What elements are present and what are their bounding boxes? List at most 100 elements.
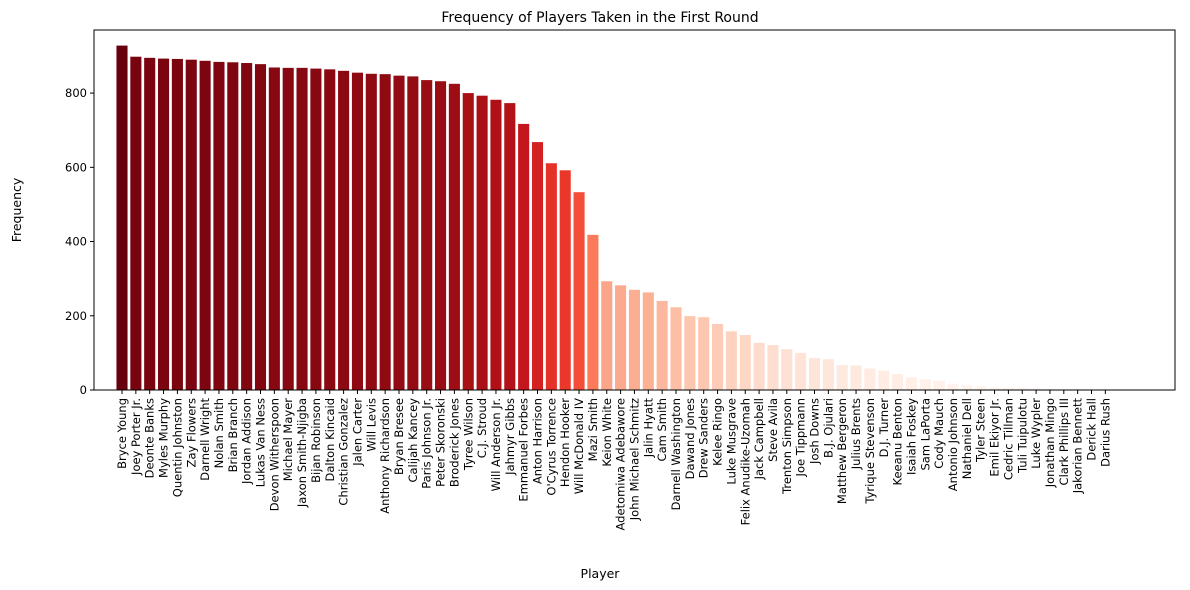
y-tick-label: 200: [65, 309, 87, 323]
bar: [421, 80, 433, 390]
bar: [213, 61, 225, 391]
plot-frame: [93, 29, 1176, 391]
bar: [587, 234, 599, 390]
x-tick-label: Jordan Addison: [240, 398, 254, 485]
y-tick-label: 600: [65, 160, 87, 174]
x-axis: Bryce Young Joey Porter Jr. Deonte Banks My…: [115, 390, 1112, 530]
x-tick-label: Hendon Hooker: [558, 398, 572, 487]
x-tick-label: Bijan Robinson: [309, 398, 323, 483]
bar: [1030, 388, 1042, 390]
x-tick-label: Zay Flowers: [184, 398, 198, 467]
x-tick-label: Julius Brents: [849, 398, 863, 470]
x-tick-label: Will McDonald IV: [572, 398, 586, 494]
bar: [171, 58, 183, 390]
bars-group: [116, 45, 1111, 391]
bar: [504, 103, 516, 391]
x-tick-label: Anton Harrison: [531, 398, 545, 484]
bar: [282, 67, 294, 391]
bar: [961, 385, 973, 390]
x-tick-label: Lukas Van Ness: [254, 398, 268, 487]
x-tick-label: Tyree Wilson: [461, 398, 475, 471]
x-tick-label: Brian Branch: [226, 398, 240, 472]
x-tick-label: Calijah Kancey: [406, 398, 420, 483]
bar: [878, 370, 890, 390]
x-tick-label: Antonio Johnson: [946, 398, 960, 491]
bar: [601, 281, 613, 390]
bar: [615, 285, 627, 390]
bar: [822, 359, 834, 390]
x-tick-label: Keion White: [600, 398, 614, 467]
bar: [545, 163, 557, 390]
bar: [199, 60, 211, 391]
x-tick-label: Christian Gonzalez: [337, 398, 351, 506]
x-tick-label: Jahmyr Gibbs: [503, 398, 517, 476]
bar: [753, 342, 765, 390]
bar: [1044, 388, 1056, 390]
x-tick-label: Darius Rush: [1098, 398, 1112, 467]
bar: [490, 99, 502, 391]
x-tick-label: Bryce Young: [115, 398, 129, 469]
x-tick-label: Cody Mauch: [932, 398, 946, 469]
bar: [393, 75, 405, 391]
bar: [1002, 387, 1014, 390]
bar: [268, 67, 280, 390]
x-tick-label: O'Cyrus Torrence: [544, 398, 558, 496]
x-tick-label: Luke Musgrave: [724, 398, 738, 485]
x-tick-label: Clark Phillips III: [1057, 398, 1071, 485]
bar: [836, 365, 848, 390]
bar: [656, 300, 668, 390]
bar: [670, 307, 682, 390]
bar: [892, 374, 904, 390]
x-tick-label: Darnell Wright: [198, 398, 212, 481]
x-tick-label: Tuli Tuipulotu: [1015, 398, 1029, 474]
x-tick-label: Luke Wypler: [1029, 398, 1043, 469]
x-tick-label: Kelee Ringo: [711, 398, 725, 466]
bar: [808, 358, 821, 390]
y-axis: 0 200 400 600 800: [65, 86, 94, 397]
x-tick-label: Cedric Tillman: [1001, 398, 1015, 480]
bar: [241, 63, 253, 390]
y-tick-label: 800: [65, 86, 87, 100]
bar: [739, 335, 751, 390]
bar: [338, 70, 350, 390]
x-tick-label: Emmanuel Forbes: [517, 398, 531, 502]
bar: [573, 192, 585, 390]
x-tick-label: John Michael Schmitz: [627, 398, 641, 521]
bar: [905, 377, 917, 390]
bar: [144, 57, 156, 391]
bar: [462, 93, 474, 390]
bar: [407, 76, 419, 390]
x-tick-label: Jakorian Bennett: [1071, 398, 1085, 495]
x-tick-label: D.J. Turner: [877, 398, 891, 458]
x-tick-label: Nolan Smith: [212, 398, 226, 468]
bar: [324, 69, 336, 390]
bar: [712, 323, 724, 390]
bar: [1016, 388, 1028, 390]
x-tick-label: Derick Hall: [1085, 398, 1099, 461]
bar: [476, 95, 488, 390]
x-tick-label: Anthony Richardson: [378, 398, 392, 514]
x-tick-label: Jack Campbell: [752, 398, 766, 480]
x-tick-label: Felix Anudike-Uzomah: [738, 398, 752, 525]
x-tick-label: Keeanu Benton: [891, 398, 905, 486]
bar: [989, 387, 1001, 390]
x-tick-label: Bryan Bresee: [392, 398, 406, 475]
bar: [725, 331, 737, 390]
bar: [185, 59, 197, 390]
bar: [698, 317, 710, 390]
x-tick-label: Isaiah Foskey: [904, 398, 918, 475]
y-tick-label: 0: [80, 383, 87, 397]
x-tick-label: Jaxon Smith-Njigba: [295, 398, 309, 508]
x-axis-label: Player: [581, 566, 621, 581]
bar: [518, 123, 530, 391]
x-tick-label: Drew Sanders: [697, 398, 711, 478]
x-tick-label: Broderick Jones: [447, 398, 461, 487]
x-tick-label: Quentin Johnston: [170, 398, 184, 497]
x-tick-label: Darnell Washington: [669, 398, 683, 510]
bar: [531, 142, 544, 390]
x-tick-label: Myles Murphy: [157, 398, 171, 478]
x-tick-label: Tyrique Stevenson: [863, 398, 877, 505]
bar: [919, 379, 931, 390]
x-tick-label: Joey Porter Jr.: [129, 398, 143, 476]
bar: [351, 72, 363, 391]
